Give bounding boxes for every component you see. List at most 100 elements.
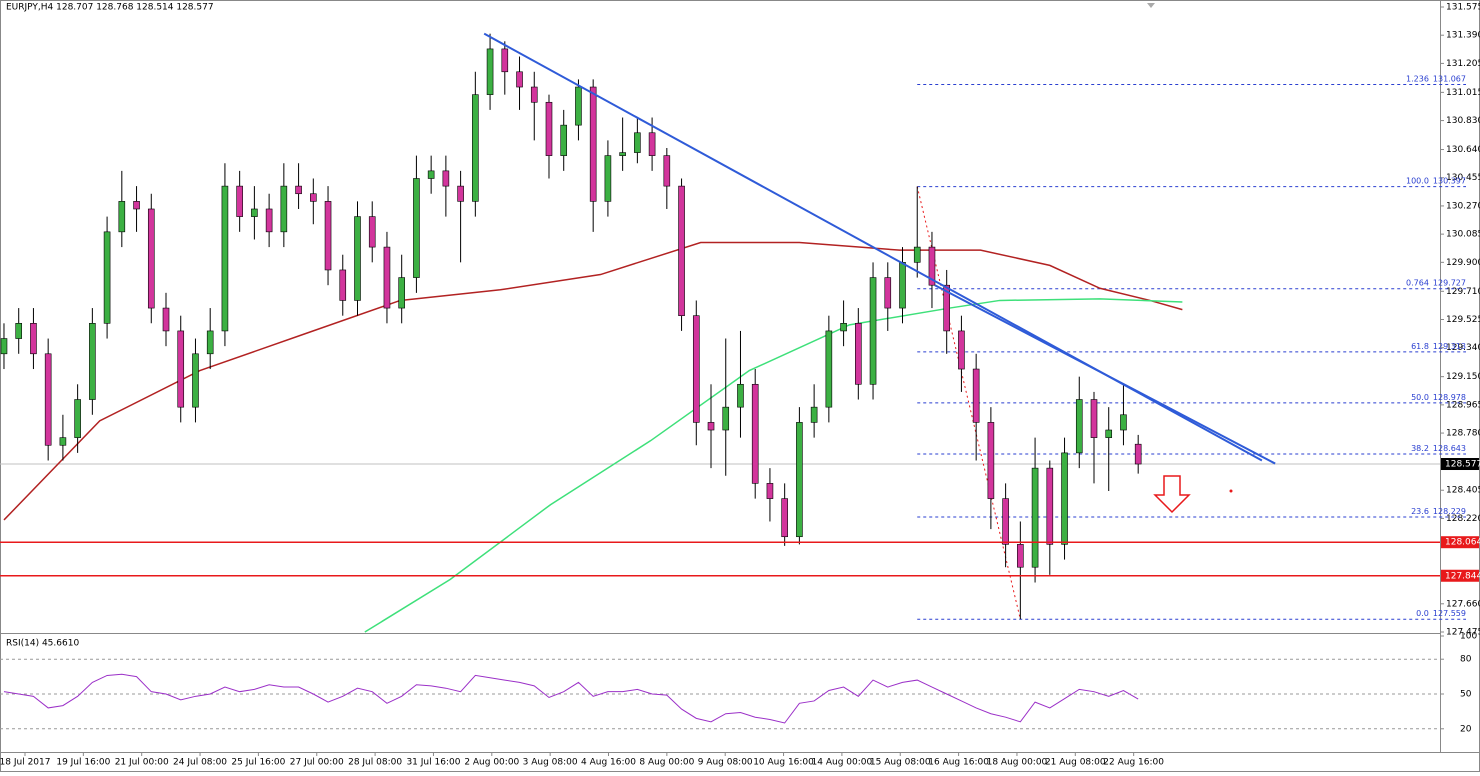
candle-body [44, 353, 52, 446]
candle-body [987, 422, 995, 499]
current-price-label: 128.577 [1445, 460, 1480, 470]
candle-body [634, 132, 641, 153]
candle-body [619, 152, 626, 156]
level-label: 128.064 [1445, 538, 1480, 548]
candle-body [280, 185, 288, 233]
x-tick-label: 21 Jul 00:00 [115, 758, 169, 768]
candle-body [398, 277, 405, 309]
candle-body [1105, 429, 1113, 438]
candle-body [825, 330, 833, 408]
candle-body [751, 383, 759, 484]
candle-body [663, 155, 671, 187]
x-tick-label: 14 Aug 00:00 [812, 758, 873, 768]
fib-ratio: 1.236 [1406, 74, 1429, 83]
rsi-title: RSI(14) 45.6610 [6, 639, 79, 649]
x-tick-label: 27 Jul 00:00 [290, 758, 344, 768]
candle-body [442, 170, 450, 187]
candle-body [530, 86, 538, 103]
fib-price: 128.978 [1433, 392, 1466, 401]
y-tick-label: 100 [1460, 632, 1477, 642]
candle-body [928, 246, 936, 286]
candle-body [545, 101, 553, 156]
candle-body [15, 323, 23, 339]
candle-body [1002, 498, 1009, 545]
y-tick-label: 128.780 [1446, 429, 1480, 439]
candle-body [0, 338, 8, 355]
fib-price: 129.313 [1433, 341, 1466, 350]
down-arrow [1153, 475, 1191, 514]
y-tick-label: 131.015 [1446, 88, 1480, 98]
y-tick-label: 128.965 [1446, 400, 1480, 410]
candle-body [339, 269, 347, 301]
x-tick-label: 15 Aug 08:00 [870, 758, 931, 768]
candle-body [177, 330, 185, 408]
x-tick-label: 8 Aug 00:00 [639, 758, 694, 768]
candle-body [265, 208, 273, 233]
fib-label: 50.0 128.978 [1411, 392, 1466, 401]
candle-body [354, 216, 361, 301]
y-tick-label: 131.575 [1446, 3, 1480, 13]
fib-price: 127.559 [1433, 609, 1466, 618]
candle-body [413, 178, 420, 278]
x-tick-label: 18 Aug 00:00 [987, 758, 1048, 768]
y-tick-label: 129.150 [1446, 372, 1480, 382]
y-tick-label: 128.220 [1446, 514, 1480, 524]
trendline [934, 284, 1276, 465]
y-tick-label: 129.340 [1446, 343, 1480, 353]
y-tick-label: 80 [1460, 655, 1472, 665]
candle-body [1134, 443, 1142, 465]
candle-body [1046, 467, 1054, 545]
candle-body [295, 185, 302, 195]
y-tick-label: 130.830 [1446, 116, 1480, 126]
candle-body [147, 208, 155, 309]
y-tick-label: 130.455 [1446, 173, 1480, 183]
candle-body [368, 216, 376, 248]
y-tick-label: 130.270 [1446, 201, 1480, 211]
level-label-box [1441, 569, 1479, 582]
candle-body [236, 185, 243, 217]
fib-price: 129.727 [1433, 278, 1466, 287]
candle-body [913, 246, 921, 263]
candle-body [737, 383, 744, 408]
fib-price: 128.643 [1433, 443, 1466, 452]
candle-body [516, 71, 523, 88]
candle-body [310, 193, 317, 202]
y-tick-label: 128.405 [1446, 486, 1480, 496]
candle-body [707, 422, 715, 431]
scroll-marker [1147, 3, 1155, 8]
candle-body [678, 185, 685, 316]
y-tick-label: 127.660 [1446, 599, 1480, 609]
y-tick-label: 127.475 [1446, 628, 1480, 638]
candle-body [383, 246, 391, 309]
x-tick-label: 16 Aug 16:00 [928, 758, 989, 768]
candle-body [1090, 399, 1098, 438]
x-tick-label: 19 Jul 16:00 [56, 758, 110, 768]
y-tick-label: 131.390 [1446, 31, 1480, 41]
candle-body [1017, 544, 1024, 568]
marker-dot [1229, 489, 1233, 493]
candle-body [30, 323, 37, 355]
candle-body [943, 284, 950, 332]
candle-body [1075, 399, 1083, 454]
fib-ratio: 0.0 [1416, 609, 1429, 618]
candle-body [74, 399, 81, 438]
fib-label: 23.6 128.229 [1411, 507, 1466, 516]
y-tick-label: 130.640 [1446, 145, 1480, 155]
candle-body [899, 262, 906, 309]
x-tick-label: 2 Aug 00:00 [464, 758, 519, 768]
candle-body [692, 315, 700, 423]
candle-body [781, 498, 788, 538]
candle-body [722, 406, 730, 431]
candle-body [796, 422, 803, 538]
candle-body [604, 155, 612, 202]
y-tick-label: 130.085 [1446, 230, 1480, 240]
fib-ratio: 0.764 [1406, 278, 1429, 287]
fib-ratio: 61.8 [1411, 341, 1429, 350]
current-price-box [1441, 458, 1479, 471]
y-tick-label: 129.525 [1446, 315, 1480, 325]
candle-body [59, 437, 67, 446]
candle-body [162, 307, 170, 332]
candle-body [560, 124, 568, 156]
candle-body [810, 406, 818, 423]
